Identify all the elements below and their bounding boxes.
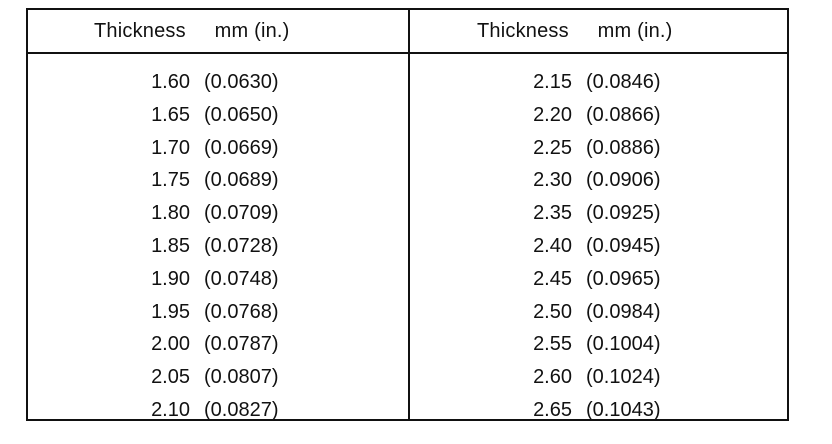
thickness-mm: 1.85 [151,234,190,257]
header-right: Thickness mm (in.) [477,20,673,42]
table-row: 1.80 (0.0709) [130,197,279,230]
table-row: 2.05 (0.0807) [130,361,279,394]
thickness-mm: 2.10 [151,398,190,421]
table-row: 1.90 (0.0748) [130,263,279,296]
table-row: 2.40 (0.0945) [512,230,661,263]
thickness-mm: 1.70 [151,136,190,159]
table-row: 2.65 (0.1043) [512,394,661,427]
table-row: 2.10 (0.0827) [130,394,279,427]
thickness-in: (0.0787) [204,333,279,356]
thickness-in: (0.1043) [586,398,661,421]
table-row: 2.35 (0.0925) [512,197,661,230]
table-row: 1.75 (0.0689) [130,164,279,197]
thickness-in: (0.1024) [586,366,661,389]
thickness-mm: 2.60 [533,366,572,389]
table-row: 2.30 (0.0906) [512,164,661,197]
thickness-mm: 2.55 [533,333,572,356]
thickness-mm: 1.80 [151,202,190,225]
table-row: 2.50 (0.0984) [512,296,661,329]
table-row: 2.55 (0.1004) [512,328,661,361]
thickness-mm: 1.75 [151,169,190,192]
thickness-in: (0.0945) [586,234,661,257]
thickness-in: (0.0886) [586,136,661,159]
table-row: 2.15 (0.0846) [512,66,661,99]
thickness-in: (0.0728) [204,234,279,257]
table-row: 2.25 (0.0886) [512,132,661,165]
table-row: 2.00 (0.0787) [130,328,279,361]
table-row: 1.95 (0.0768) [130,296,279,329]
thickness-in: (0.0807) [204,366,279,389]
thickness-mm: 2.45 [533,267,572,290]
thickness-in: (0.0669) [204,136,279,159]
table-row: 1.60 (0.0630) [130,66,279,99]
column-divider [408,10,410,419]
thickness-mm: 2.40 [533,234,572,257]
thickness-in: (0.0748) [204,267,279,290]
table-header-row: Thickness mm (in.) Thickness mm (in.) [28,10,787,54]
thickness-in: (0.0906) [586,169,661,192]
thickness-in: (0.0650) [204,103,279,126]
thickness-in: (0.0925) [586,202,661,225]
thickness-mm: 2.30 [533,169,572,192]
table-row: 2.20 (0.0866) [512,99,661,132]
thickness-mm: 2.35 [533,202,572,225]
table-row: 1.65 (0.0650) [130,99,279,132]
thickness-table: Thickness mm (in.) Thickness mm (in.) 1.… [26,8,789,421]
thickness-mm: 2.00 [151,333,190,356]
table-row: 1.70 (0.0669) [130,132,279,165]
thickness-in: (0.0689) [204,169,279,192]
thickness-in: (0.0866) [586,103,661,126]
left-column: 1.60 (0.0630) 1.65 (0.0650) 1.70 (0.0669) 1… [130,66,279,427]
table-row: 2.45 (0.0965) [512,263,661,296]
thickness-mm: 1.95 [151,300,190,323]
thickness-in: (0.0768) [204,300,279,323]
right-column: 2.15 (0.0846) 2.20 (0.0866) 2.25 (0.0886) 2… [512,66,661,427]
thickness-mm: 2.50 [533,300,572,323]
table-row: 1.85 (0.0728) [130,230,279,263]
thickness-mm: 2.25 [533,136,572,159]
thickness-mm: 2.15 [533,71,572,93]
thickness-mm: 1.65 [151,103,190,126]
thickness-mm: 2.05 [151,366,190,389]
thickness-in: (0.0965) [586,267,661,290]
table-row: 2.60 (0.1024) [512,361,661,394]
thickness-mm: 1.60 [151,71,190,93]
thickness-mm: 2.20 [533,103,572,126]
thickness-in: (0.0709) [204,202,279,225]
thickness-in: (0.1004) [586,333,661,356]
thickness-in: (0.0827) [204,398,279,421]
thickness-in: (0.0630) [204,71,279,93]
thickness-mm: 1.90 [151,267,190,290]
header-left: Thickness mm (in.) [94,20,290,42]
thickness-in: (0.0984) [586,300,661,323]
thickness-in: (0.0846) [586,71,661,93]
thickness-mm: 2.65 [533,398,572,421]
